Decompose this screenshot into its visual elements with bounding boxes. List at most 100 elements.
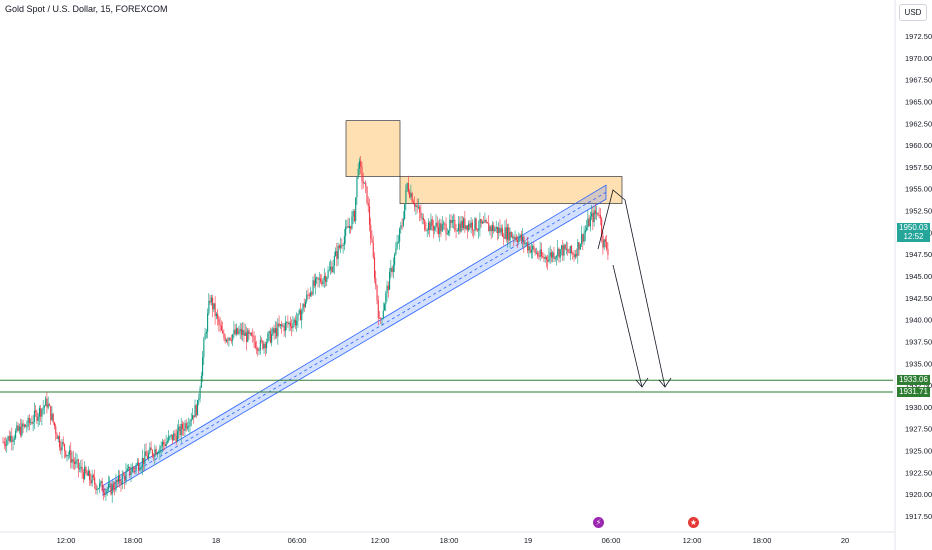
- candle-body: [607, 249, 609, 256]
- candle-body: [10, 435, 12, 442]
- candle-body: [116, 479, 118, 482]
- candle-body: [50, 405, 52, 421]
- price-tick-label: 1965.00: [905, 97, 932, 106]
- price-tick-label: 1955.00: [905, 185, 932, 194]
- candle-body: [557, 248, 559, 256]
- projection-arrow-1[interactable]: [612, 264, 643, 388]
- candle-body: [72, 459, 74, 462]
- candle-body: [195, 405, 197, 416]
- price-tick-label: 1947.50: [905, 250, 932, 259]
- candle-body: [332, 265, 334, 273]
- candle-body: [179, 426, 181, 436]
- candle-body: [584, 230, 586, 233]
- candle-body: [486, 222, 489, 224]
- candle-body: [396, 241, 398, 249]
- candle-body: [254, 341, 256, 348]
- candle-body: [574, 254, 576, 258]
- candle-body: [47, 404, 49, 408]
- candle-body: [65, 450, 67, 457]
- candle-body: [519, 234, 521, 238]
- price-tick-label: 1922.50: [905, 468, 932, 477]
- candle-body: [299, 309, 302, 321]
- price-tick-label: 1920.00: [905, 490, 932, 499]
- candle-body: [257, 348, 259, 352]
- candle-body: [309, 292, 312, 296]
- candle-body: [589, 216, 591, 227]
- candle-body: [513, 236, 515, 239]
- candle-body: [171, 434, 174, 441]
- candle-body: [128, 466, 130, 469]
- candle-body: [94, 477, 96, 485]
- candle-body: [267, 333, 269, 343]
- candle-body: [348, 225, 350, 228]
- projection-arrow-2[interactable]: [624, 199, 666, 388]
- candle-body: [43, 405, 46, 408]
- lightning-icon[interactable]: ⚡: [593, 517, 604, 528]
- candle-body: [234, 329, 236, 335]
- channel-midline: [102, 191, 607, 491]
- candle-body: [48, 404, 51, 406]
- projection-path[interactable]: [597, 189, 626, 250]
- candle-body: [107, 483, 110, 490]
- candle-body: [8, 436, 10, 442]
- candle-body: [420, 212, 422, 219]
- candle-body: [213, 303, 215, 310]
- candle-body: [579, 244, 581, 250]
- candle-body: [32, 421, 34, 424]
- candle-body: [543, 257, 545, 259]
- candle-body: [166, 440, 169, 443]
- candle-body: [461, 220, 463, 228]
- price-tick-label: 1935.00: [905, 359, 932, 368]
- candle-body: [155, 449, 157, 455]
- candle-body: [218, 318, 220, 325]
- candle-body: [596, 212, 598, 214]
- candle-body: [115, 479, 117, 490]
- candle-body: [104, 492, 106, 495]
- supply-zone[interactable]: [345, 120, 401, 177]
- candle-body: [432, 225, 435, 231]
- candle-body: [573, 253, 575, 258]
- candle-body: [340, 245, 342, 248]
- candle-body: [591, 212, 593, 217]
- candle-body: [357, 168, 359, 178]
- candle-body: [36, 412, 38, 421]
- candle-body: [434, 226, 436, 231]
- candle-body: [411, 193, 413, 202]
- parallel-channel[interactable]: [102, 184, 607, 496]
- candle-body: [2, 441, 4, 443]
- candle-body: [156, 452, 158, 455]
- candle-body: [483, 221, 485, 223]
- candle-body: [62, 441, 64, 445]
- candle-body: [238, 331, 240, 334]
- candle-body: [138, 462, 140, 471]
- candle-body: [306, 294, 308, 302]
- candle-body: [468, 223, 470, 231]
- us-flag-icon[interactable]: ★: [688, 517, 699, 528]
- candle-body: [599, 215, 601, 219]
- candle-body: [471, 222, 473, 230]
- candle-body: [488, 223, 490, 232]
- symbol-title[interactable]: Gold Spot / U.S. Dollar, 15, FOREXCOM: [5, 4, 168, 14]
- candle-body: [52, 413, 54, 423]
- supply-zone[interactable]: [399, 176, 623, 204]
- candle-body: [366, 186, 368, 203]
- candle-body: [373, 257, 376, 279]
- candle-body: [515, 237, 517, 241]
- candle-body: [217, 313, 219, 319]
- candle-body: [387, 285, 389, 290]
- time-tick-label: 18:00: [124, 536, 143, 545]
- time-tick-label: 18: [212, 536, 220, 545]
- candle-body: [440, 223, 442, 232]
- price-tick-label: 1932.50: [905, 381, 932, 390]
- candle-body: [121, 474, 123, 485]
- candle-body: [400, 225, 402, 229]
- candle-body: [183, 429, 185, 431]
- candle-body: [577, 242, 579, 256]
- candle-body: [301, 310, 303, 321]
- candle-body: [588, 218, 590, 227]
- currency-button[interactable]: USD: [899, 4, 927, 21]
- candle-body: [522, 236, 524, 241]
- candle-body: [394, 254, 396, 266]
- candle-body: [3, 441, 5, 445]
